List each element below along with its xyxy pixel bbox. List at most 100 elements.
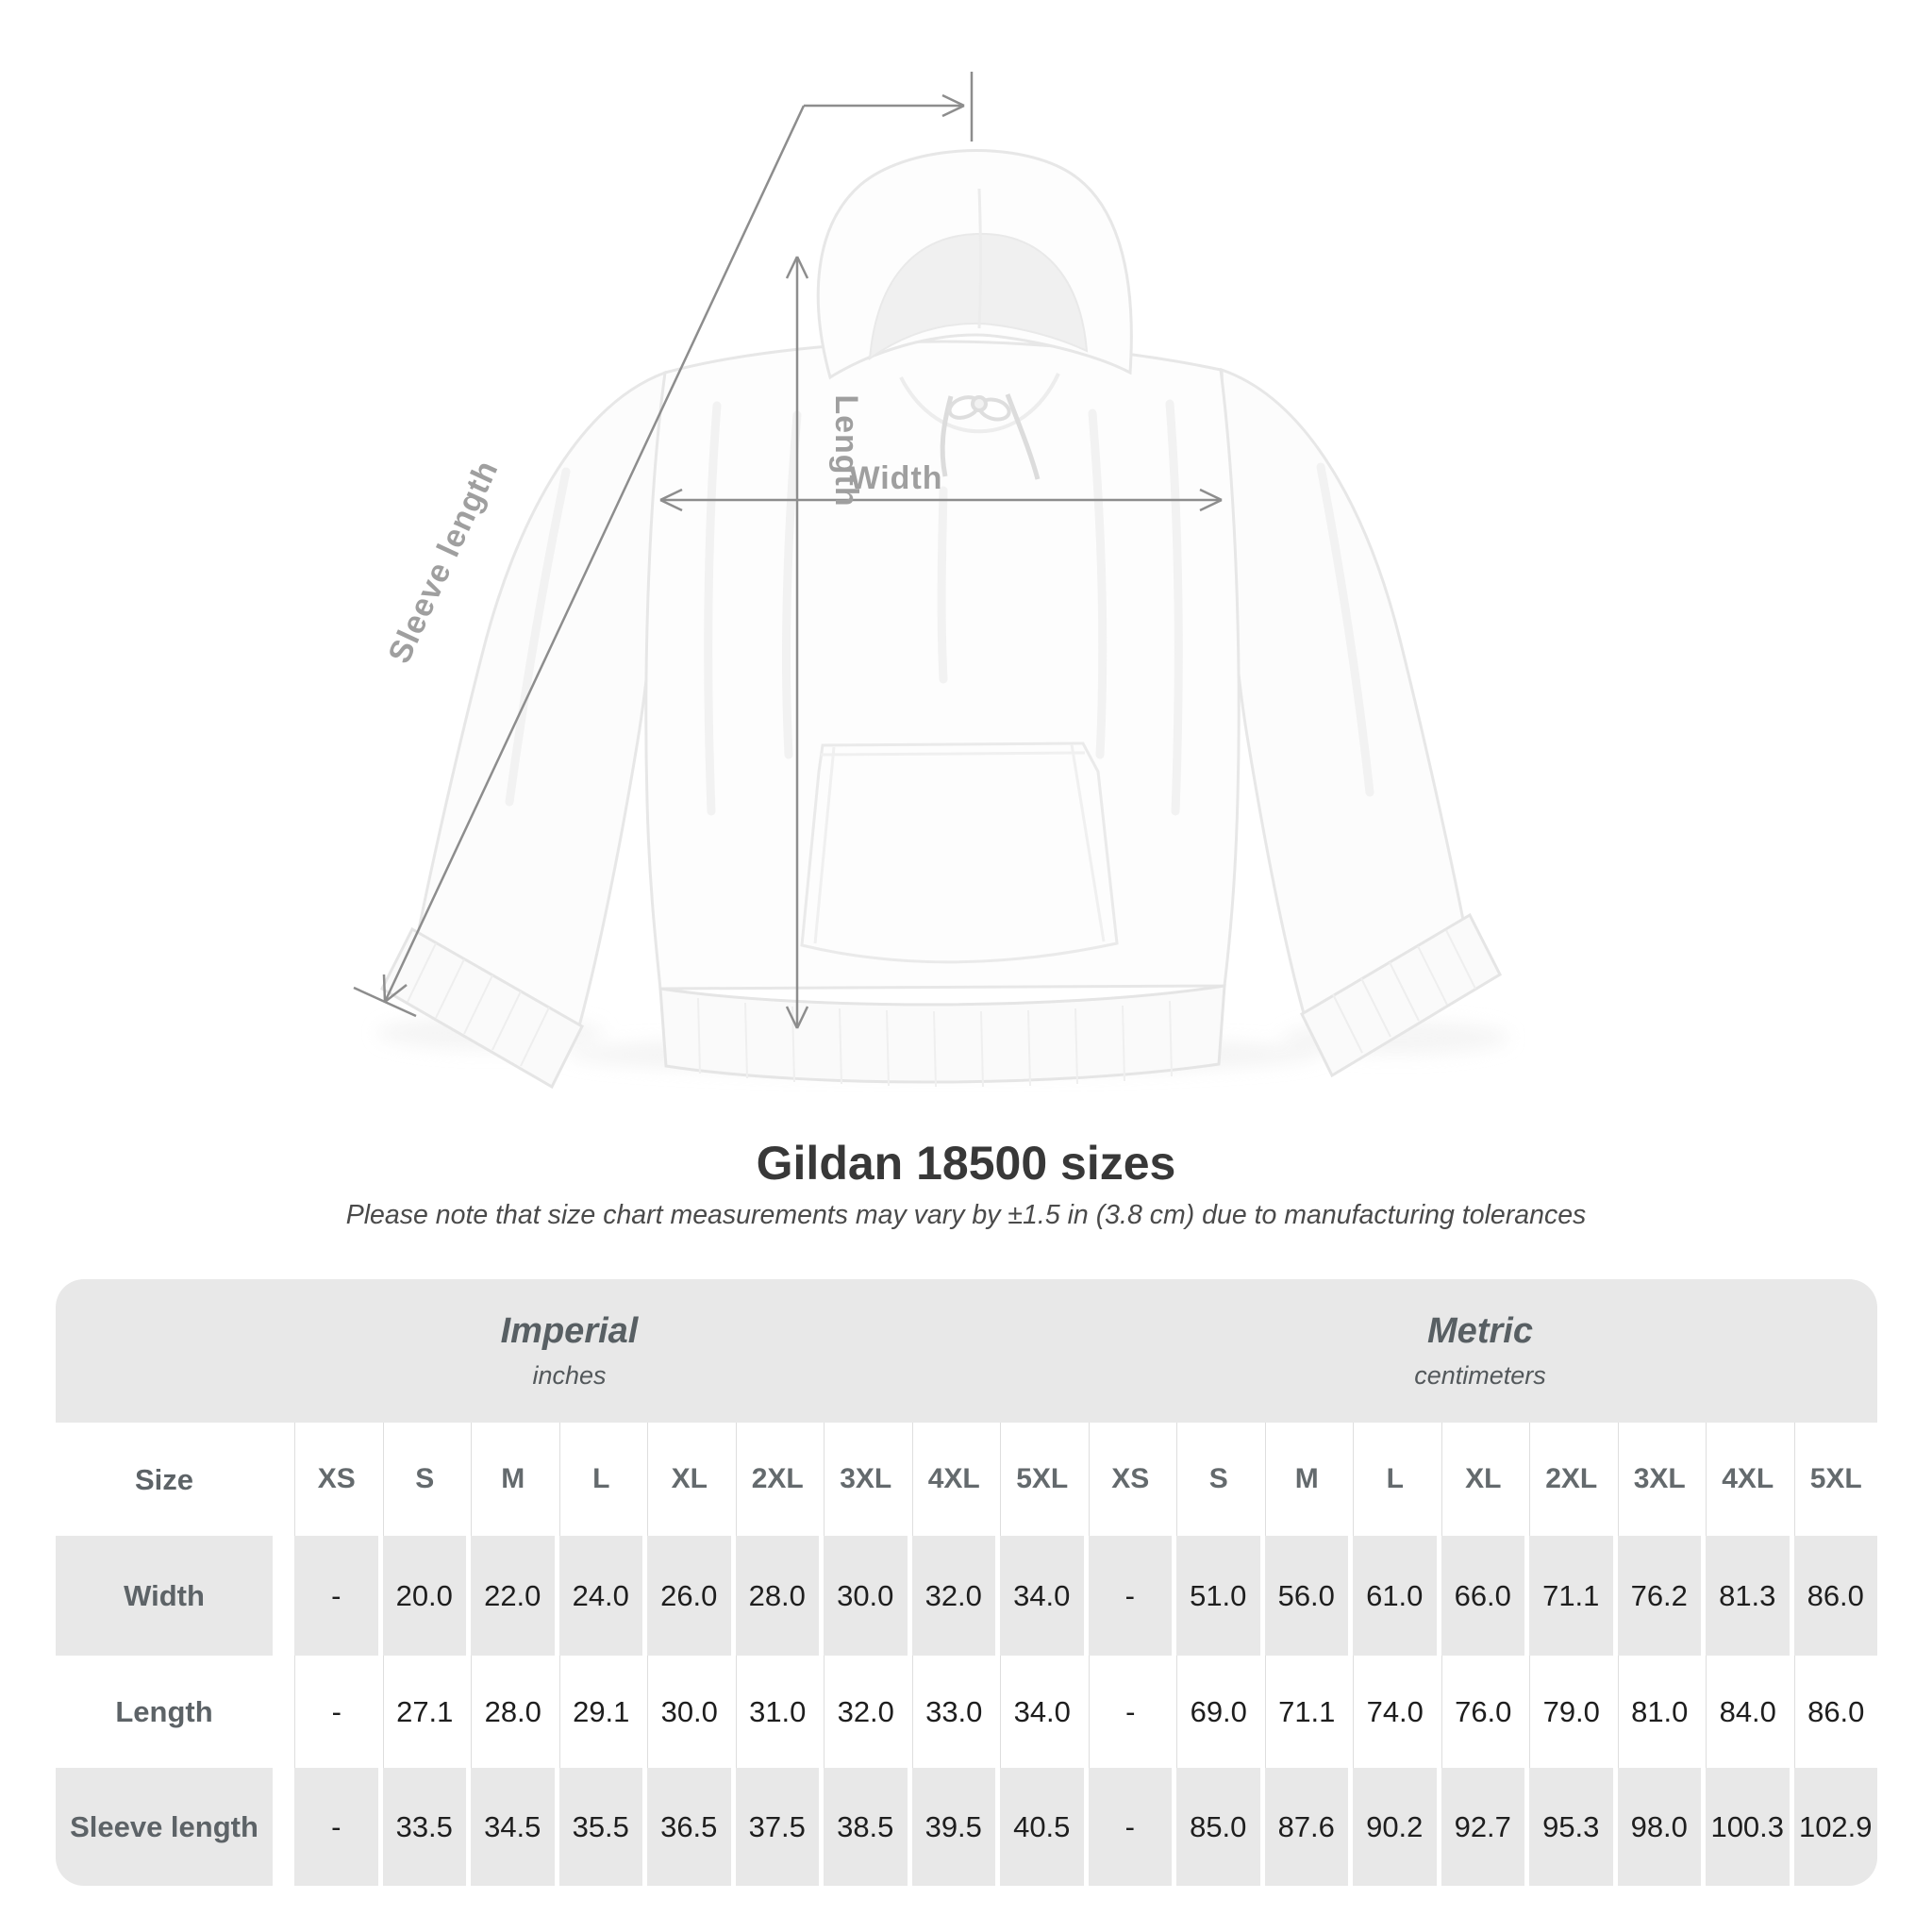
col-header-imperial-m: M: [471, 1423, 555, 1536]
col-header-metric-4xl: 4XL: [1706, 1423, 1790, 1536]
size-header-label: Size: [56, 1423, 273, 1536]
hoodie-right-sleeve: [1220, 367, 1466, 1026]
table-cell: 51.0: [1176, 1536, 1260, 1656]
row-label: Width: [56, 1536, 273, 1656]
table-cell: 86.0: [1793, 1656, 1877, 1768]
table-cell: 86.0: [1793, 1536, 1877, 1656]
hoodie-hem-band: [658, 984, 1226, 1084]
table-cell: -: [1088, 1656, 1172, 1768]
table-row-sleeve-length: Sleeve length - 33.5 34.5 35.5 36.5 37.5…: [56, 1768, 1877, 1886]
col-header-metric-m: M: [1264, 1423, 1348, 1536]
table-cell: 32.0: [824, 1656, 908, 1768]
table-cell: 79.0: [1529, 1656, 1613, 1768]
width-arrow: [659, 488, 1223, 512]
col-header-imperial-2xl: 2XL: [735, 1423, 819, 1536]
fabric-creases: [505, 399, 1374, 816]
table-cell: -: [294, 1536, 378, 1656]
table-cell: 56.0: [1264, 1536, 1348, 1656]
hoodie-left-sleeve: [415, 370, 667, 1036]
col-header-metric-s: S: [1176, 1423, 1260, 1536]
table-cell: 34.0: [1000, 1656, 1084, 1768]
pocket-stitching: [813, 743, 1106, 944]
table-cell: 38.5: [824, 1768, 908, 1886]
table-cell: 66.0: [1441, 1536, 1524, 1656]
table-cell: 81.3: [1706, 1536, 1790, 1656]
col-header-metric-5xl: 5XL: [1793, 1423, 1877, 1536]
col-header-metric-xl: XL: [1441, 1423, 1524, 1536]
col-header-imperial-xs: XS: [294, 1423, 378, 1536]
row-label: Sleeve length: [56, 1768, 273, 1886]
col-header-metric-2xl: 2XL: [1529, 1423, 1613, 1536]
col-header-imperial-4xl: 4XL: [911, 1423, 995, 1536]
hoodie-left-cuff: [380, 926, 584, 1090]
table-cell: 34.0: [1000, 1536, 1084, 1656]
length-arrow: [785, 256, 809, 1029]
table-cell: -: [1088, 1536, 1172, 1656]
table-cell: 34.5: [471, 1768, 555, 1886]
table-cell: -: [294, 1656, 378, 1768]
right-cuff-ribs: [1332, 929, 1476, 1054]
drawstring-bow: [947, 395, 1011, 422]
col-header-imperial-xl: XL: [647, 1423, 731, 1536]
imperial-title: Imperial: [500, 1311, 639, 1351]
table-cell: 33.5: [382, 1768, 466, 1886]
table-cell: 22.0: [471, 1536, 555, 1656]
table-cell: 95.3: [1529, 1768, 1613, 1886]
table-cell: 31.0: [735, 1656, 819, 1768]
table-cell: -: [294, 1768, 378, 1886]
table-cell: 90.2: [1353, 1768, 1437, 1886]
table-cell: 30.0: [647, 1656, 731, 1768]
page-title: Gildan 18500 sizes: [756, 1137, 1176, 1190]
table-cell: 26.0: [647, 1536, 731, 1656]
sleeve-length-arrow: [353, 72, 974, 1018]
left-cuff-ribs: [407, 942, 550, 1067]
table-cell: 76.2: [1617, 1536, 1701, 1656]
table-cell: 28.0: [735, 1536, 819, 1656]
table-cell: 85.0: [1176, 1768, 1260, 1886]
table-cell: 69.0: [1176, 1656, 1260, 1768]
table-row-length: Length - 27.1 28.0 29.1 30.0 31.0 32.0 3…: [56, 1656, 1877, 1768]
imperial-subtitle: inches: [532, 1361, 607, 1390]
col-header-imperial-3xl: 3XL: [824, 1423, 908, 1536]
table-cell: 37.5: [735, 1768, 819, 1886]
table-cell: 61.0: [1353, 1536, 1437, 1656]
hem-ribs: [697, 997, 1173, 1088]
hoodie-measurement-diagram: Length Width Sleeve length: [353, 72, 1509, 1090]
table-cell: 33.0: [911, 1656, 995, 1768]
col-header-metric-3xl: 3XL: [1617, 1423, 1701, 1536]
table-cell: 27.1: [382, 1656, 466, 1768]
metric-subtitle: centimeters: [1414, 1361, 1546, 1390]
col-header-imperial-5xl: 5XL: [1000, 1423, 1084, 1536]
hood-center-seam: [977, 188, 982, 329]
hoodie-right-cuff: [1300, 912, 1502, 1078]
table-cell: 100.3: [1706, 1768, 1790, 1886]
table-cell: 84.0: [1706, 1656, 1790, 1768]
neck-opening-crease: [899, 373, 1060, 434]
hood-drawstrings: [940, 393, 1041, 480]
table-cell: 87.6: [1264, 1768, 1348, 1886]
table-cell: -: [1088, 1768, 1172, 1886]
table-cell: 20.0: [382, 1536, 466, 1656]
col-header-imperial-l: L: [558, 1423, 642, 1536]
table-row-width: Width - 20.0 22.0 24.0 26.0 28.0 30.0 32…: [56, 1536, 1877, 1656]
size-header-row: Size XS S M L XL 2XL 3XL 4XL 5XL XS S M …: [56, 1423, 1877, 1536]
table-cell: 36.5: [647, 1768, 731, 1886]
table-cell: 71.1: [1264, 1656, 1348, 1768]
row-label: Length: [56, 1656, 273, 1768]
table-cell: 40.5: [1000, 1768, 1084, 1886]
width-label: Width: [849, 460, 942, 496]
metric-header: Metric centimeters: [1083, 1279, 1877, 1423]
table-cell: 74.0: [1353, 1656, 1437, 1768]
hood-inner: [868, 232, 1089, 361]
table-cell: 29.1: [558, 1656, 642, 1768]
col-header-metric-l: L: [1353, 1423, 1437, 1536]
table-cell: 71.1: [1529, 1536, 1613, 1656]
hoodie-pocket: [800, 741, 1119, 964]
table-cell: 30.0: [824, 1536, 908, 1656]
col-header-metric-xs: XS: [1088, 1423, 1172, 1536]
size-table: Imperial inches Metric centimeters Size …: [56, 1279, 1877, 1886]
table-cell: 28.0: [471, 1656, 555, 1768]
table-cell: 24.0: [558, 1536, 642, 1656]
table-cell: 102.9: [1793, 1768, 1877, 1886]
